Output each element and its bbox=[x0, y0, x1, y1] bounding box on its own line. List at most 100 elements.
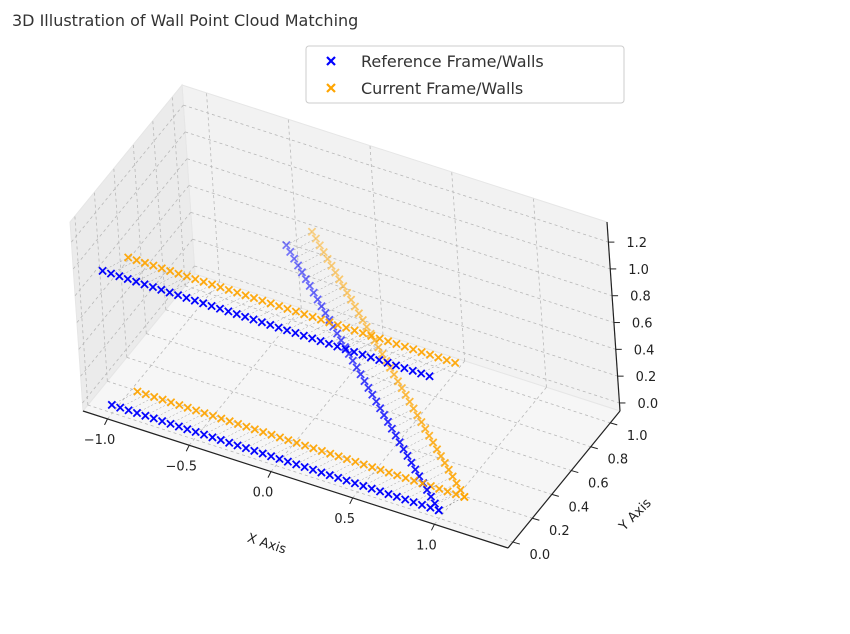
reference-point-marker bbox=[283, 457, 293, 466]
reference-point-marker bbox=[132, 408, 142, 418]
reference-point-marker bbox=[257, 317, 267, 327]
correspondence-line bbox=[423, 469, 449, 484]
reference-point-marker bbox=[407, 458, 416, 467]
reference-point-marker bbox=[316, 336, 325, 346]
reference-point-marker bbox=[425, 372, 434, 381]
current-point-marker bbox=[292, 438, 301, 448]
correspondence-line bbox=[321, 458, 348, 473]
current-point-marker bbox=[191, 274, 200, 284]
current-point-marker bbox=[241, 291, 250, 300]
current-point-marker bbox=[133, 387, 142, 396]
current-point-marker bbox=[378, 349, 387, 359]
reference-point-marker bbox=[383, 358, 392, 367]
x-tick-mark bbox=[349, 497, 354, 505]
reference-point-marker bbox=[282, 326, 292, 335]
correspondence-line bbox=[421, 491, 448, 506]
current-point-marker bbox=[291, 307, 301, 316]
correspondence-line bbox=[136, 268, 162, 282]
correspondence-line bbox=[391, 415, 418, 429]
current-point-marker bbox=[434, 353, 443, 362]
correspondence-line bbox=[303, 322, 330, 336]
current-point-marker bbox=[224, 285, 234, 295]
reference-point-marker bbox=[409, 497, 418, 507]
current-point-marker bbox=[199, 277, 208, 287]
current-point-marker bbox=[284, 435, 293, 445]
reference-point-marker bbox=[348, 356, 358, 365]
reference-point-marker bbox=[266, 452, 276, 461]
reference-point-marker bbox=[359, 481, 368, 491]
current-point-marker bbox=[460, 492, 469, 502]
y-tick-mark bbox=[512, 541, 521, 545]
correspondence-line bbox=[387, 349, 414, 363]
x-tick-mark bbox=[267, 471, 272, 478]
reference-point-marker bbox=[332, 329, 342, 338]
reference-point-marker bbox=[208, 433, 217, 442]
reference-point-marker bbox=[399, 444, 408, 454]
current-point-marker bbox=[274, 301, 284, 311]
current-point-marker bbox=[183, 403, 192, 413]
current-point-marker bbox=[370, 336, 379, 345]
current-point-marker bbox=[428, 438, 438, 447]
correspondence-line bbox=[313, 279, 340, 293]
reference-point-marker bbox=[416, 369, 426, 378]
reference-point-marker bbox=[216, 435, 226, 445]
x-tick-mark bbox=[185, 445, 190, 452]
z-tick-label: 0.2 bbox=[636, 370, 657, 385]
correspondence-line bbox=[312, 456, 339, 470]
x-gridline bbox=[533, 198, 547, 388]
z-gridline bbox=[190, 211, 616, 350]
legend-marker-current bbox=[326, 83, 336, 93]
reference-point-marker bbox=[190, 296, 200, 305]
correspondence-line bbox=[434, 489, 461, 504]
y-tick-label: 0.4 bbox=[568, 500, 589, 515]
current-point-marker bbox=[333, 320, 343, 330]
correspondence-line bbox=[286, 231, 313, 246]
current-point-marker bbox=[208, 411, 218, 421]
y-tick-mark bbox=[551, 493, 559, 497]
correspondence-line bbox=[111, 391, 138, 406]
current-point-marker bbox=[334, 452, 343, 461]
reference-point-marker bbox=[391, 431, 401, 440]
reference-point-marker bbox=[165, 288, 174, 297]
reference-point-marker bbox=[266, 320, 275, 330]
reference-point-marker bbox=[391, 361, 401, 370]
x-tick-label: 1.0 bbox=[416, 538, 437, 553]
reference-point-marker bbox=[293, 261, 303, 270]
reference-point-marker bbox=[321, 308, 330, 318]
current-point-marker bbox=[149, 261, 158, 270]
reference-point-marker bbox=[336, 336, 346, 345]
reference-point-marker bbox=[305, 281, 315, 291]
reference-point-marker bbox=[107, 400, 117, 410]
reference-point-marker bbox=[275, 454, 284, 464]
reference-point-marker bbox=[291, 328, 300, 338]
correspondence-line bbox=[329, 461, 356, 476]
reference-point-marker bbox=[148, 282, 158, 292]
correspondence-line bbox=[411, 449, 438, 463]
x-gridline bbox=[369, 145, 384, 335]
reference-point-marker bbox=[140, 280, 149, 289]
legend: Reference Frame/Walls Current Frame/Wall… bbox=[305, 45, 625, 104]
current-point-marker bbox=[341, 323, 351, 333]
reference-point-marker bbox=[131, 277, 141, 286]
correspondence-line bbox=[415, 455, 442, 470]
current-point-marker bbox=[335, 275, 344, 284]
current-point-marker bbox=[417, 417, 426, 427]
current-point-marker bbox=[392, 339, 401, 349]
correspondence-line bbox=[195, 418, 222, 433]
correspondence-line bbox=[270, 442, 297, 457]
current-point-marker bbox=[331, 268, 340, 277]
correspondence-line bbox=[261, 308, 288, 323]
current-point-marker bbox=[418, 479, 427, 488]
legend-label-current: Current Frame/Walls bbox=[361, 79, 523, 98]
x-tick-label: 0.5 bbox=[334, 512, 355, 527]
reference-point-marker bbox=[344, 349, 354, 359]
reference-point-marker bbox=[274, 323, 283, 332]
correspondence-line bbox=[203, 421, 230, 435]
correspondence-line bbox=[346, 466, 373, 481]
current-point-marker bbox=[362, 322, 371, 332]
current-point-marker bbox=[425, 350, 435, 360]
current-point-marker bbox=[141, 390, 151, 399]
correspondence-line bbox=[438, 496, 465, 511]
correspondence-line bbox=[110, 259, 137, 274]
current-point-marker bbox=[300, 441, 310, 450]
